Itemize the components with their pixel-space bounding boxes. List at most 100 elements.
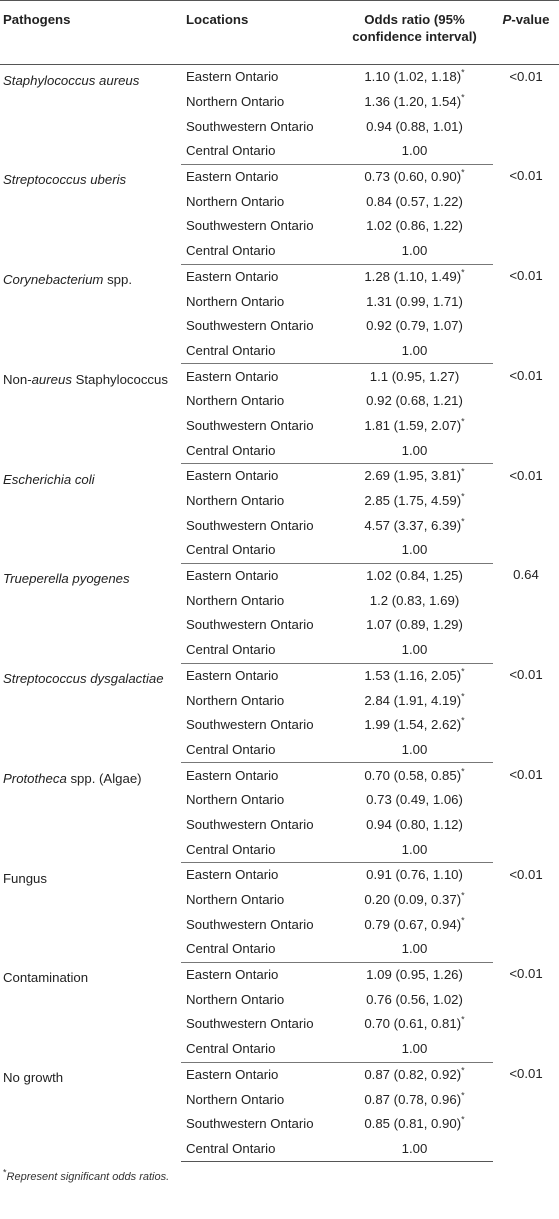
odds-ratio-cell: 1.28 (1.10, 1.49)* <box>336 264 493 289</box>
header-p-value: P-value <box>493 0 559 65</box>
table-row: Prototheca spp. (Algae) Eastern Ontario 0.… <box>0 763 559 788</box>
table-row: Northern Ontario 2.84 (1.91, 4.19)* <box>0 688 559 713</box>
header-p-rest: -value <box>511 12 550 27</box>
significance-asterisk: * <box>461 267 465 278</box>
odds-ratio-value: 1.31 (0.99, 1.71) <box>366 293 463 309</box>
odds-ratio-cell: 1.00 <box>336 737 493 764</box>
odds-ratio-cell: 2.69 (1.95, 3.81)* <box>336 464 493 489</box>
table-row: Southwestern Ontario 0.94 (0.80, 1.12) <box>0 813 559 838</box>
pathogen-name-part: Fungus <box>3 870 47 886</box>
location-cell: Northern Ontario <box>186 493 285 509</box>
table-row: Central Ontario 1.00 <box>0 1036 559 1063</box>
odds-ratio-value: 1.28 (1.10, 1.49) <box>364 268 462 284</box>
odds-ratio-cell: 0.79 (0.67, 0.94)* <box>336 912 493 937</box>
footnote-text: Represent significant odds ratios. <box>6 1171 170 1184</box>
table-row: Northern Ontario 1.31 (0.99, 1.71) <box>0 289 559 314</box>
table-row: Central Ontario 1.00 <box>0 1136 559 1163</box>
table-row: Southwestern Ontario 0.85 (0.81, 0.90)* <box>0 1112 559 1137</box>
odds-ratio-cell: 1.00 <box>336 338 493 365</box>
location-cell: Central Ontario <box>181 737 336 764</box>
pathogen-name-cell: No growth <box>0 1062 181 1162</box>
pathogen-name-part: Corynebacterium <box>3 272 104 287</box>
location-cell: Northern Ontario <box>186 193 285 209</box>
odds-ratio-value: 0.91 (0.76, 1.10) <box>366 867 463 883</box>
table-row: Central Ontario 1.00 <box>0 538 559 564</box>
odds-ratio-value: 1.00 <box>401 542 428 558</box>
table-row: Southwestern Ontario 4.57 (3.37, 6.39)* <box>0 513 559 538</box>
odds-ratio-value: 2.85 (1.75, 4.59) <box>364 493 462 509</box>
location-cell: Eastern Ontario <box>186 468 279 484</box>
odds-ratio-value: 0.94 (0.80, 1.12) <box>366 816 463 832</box>
odds-ratio-cell: 1.53 (1.16, 2.05)* <box>336 663 493 688</box>
p-value-cell: <0.01 <box>509 69 543 84</box>
odds-ratio-value: 1.1 (0.95, 1.27) <box>369 368 460 384</box>
odds-ratio-cell: 1.07 (0.89, 1.29) <box>336 613 493 638</box>
p-value-cell: <0.01 <box>509 467 543 483</box>
odds-ratio-value: 0.70 (0.58, 0.85) <box>364 767 462 783</box>
location-cell: Southwestern Ontario <box>186 816 314 832</box>
header-locations: Locations <box>181 0 336 65</box>
odds-ratio-cell: 1.00 <box>336 139 493 165</box>
p-value-cell: <0.01 <box>509 367 543 383</box>
pathogen-name-cell: Staphylococcus aureus <box>0 65 181 165</box>
odds-ratio-cell: 1.1 (0.95, 1.27) <box>336 364 493 389</box>
odds-ratio-value: 1.00 <box>401 642 428 658</box>
odds-ratio-cell: 1.00 <box>336 837 493 864</box>
odds-ratio-cell: 2.85 (1.75, 4.59)* <box>336 489 493 514</box>
odds-ratio-cell: 0.70 (0.58, 0.85)* <box>336 763 493 788</box>
location-cell: Eastern Ontario <box>186 169 279 185</box>
odds-ratio-cell: 1.36 (1.20, 1.54)* <box>336 90 493 115</box>
p-value-cell: <0.01 <box>509 766 543 782</box>
odds-ratio-value: 1.00 <box>401 841 428 857</box>
odds-ratio-cell: 1.00 <box>336 438 493 465</box>
table-row: No growth Eastern Ontario 0.87 (0.82, 0.92… <box>0 1062 559 1087</box>
location-cell: Central Ontario <box>181 937 336 963</box>
pathogen-name-cell: Contamination <box>0 962 181 1062</box>
odds-ratio-cell: 0.73 (0.49, 1.06) <box>336 788 493 813</box>
table-row: Northern Ontario 0.20 (0.09, 0.37)* <box>0 888 559 913</box>
location-cell: Eastern Ontario <box>186 69 279 85</box>
location-cell: Northern Ontario <box>186 991 285 1007</box>
table-row: Southwestern Ontario 1.02 (0.86, 1.22) <box>0 214 559 239</box>
table-row: Central Ontario 1.00 <box>0 438 559 465</box>
table-row: Non-aureus Staphylococcus Eastern Ontario… <box>0 364 559 389</box>
odds-ratio-value: 1.07 (0.89, 1.29) <box>366 617 463 633</box>
significance-asterisk: * <box>461 1015 465 1026</box>
location-cell: Southwestern Ontario <box>186 916 314 932</box>
odds-ratio-value: 1.10 (1.02, 1.18) <box>364 69 462 85</box>
table-row: Northern Ontario 0.92 (0.68, 1.21) <box>0 389 559 414</box>
table-row: Streptococcus uberis Eastern Ontario 0.73 … <box>0 164 559 189</box>
pathogen-name-cell: Fungus <box>0 863 181 963</box>
table-row: Central Ontario 1.00 <box>0 737 559 764</box>
odds-ratio-cell: 0.92 (0.79, 1.07) <box>336 314 493 339</box>
location-cell: Northern Ontario <box>186 792 285 808</box>
odds-ratio-cell: 0.20 (0.09, 0.37)* <box>336 888 493 913</box>
significance-asterisk: * <box>461 1065 465 1076</box>
odds-ratio-cell: 1.00 <box>336 637 493 664</box>
location-cell: Eastern Ontario <box>186 268 279 284</box>
location-cell: Central Ontario <box>181 238 336 265</box>
odds-ratio-cell: 1.81 (1.59, 2.07)* <box>336 414 493 439</box>
table-row: Central Ontario 1.00 <box>0 238 559 265</box>
odds-ratio-value: 1.02 (0.84, 1.25) <box>366 568 463 584</box>
odds-ratio-cell: 1.99 (1.54, 2.62)* <box>336 713 493 738</box>
location-cell: Southwestern Ontario <box>186 1016 314 1032</box>
p-value-cell: 0.64 <box>513 567 539 583</box>
location-cell: Northern Ontario <box>186 592 285 608</box>
location-cell: Northern Ontario <box>186 94 285 110</box>
odds-ratio-cell: 1.00 <box>336 1036 493 1063</box>
odds-ratio-cell: 1.09 (0.95, 1.26) <box>336 962 493 987</box>
significance-asterisk: * <box>461 715 465 726</box>
odds-ratio-cell: 0.94 (0.88, 1.01) <box>336 114 493 139</box>
odds-ratio-cell: 0.73 (0.60, 0.90)* <box>336 164 493 189</box>
p-value-cell: <0.01 <box>509 168 543 184</box>
location-cell: Central Ontario <box>181 139 336 165</box>
pathogen-name-cell: Corynebacterium spp. <box>0 264 181 364</box>
table-row: Northern Ontario 1.36 (1.20, 1.54)* <box>0 90 559 115</box>
table-footnote: *Represent significant odds ratios. <box>0 1162 559 1183</box>
pathogen-name-part: Non- <box>3 371 32 387</box>
odds-ratio-value: 1.02 (0.86, 1.22) <box>366 218 463 234</box>
table-row: Northern Ontario 0.87 (0.78, 0.96)* <box>0 1087 559 1112</box>
odds-ratio-cell: 1.00 <box>336 538 493 564</box>
p-value-cell: <0.01 <box>509 667 543 682</box>
